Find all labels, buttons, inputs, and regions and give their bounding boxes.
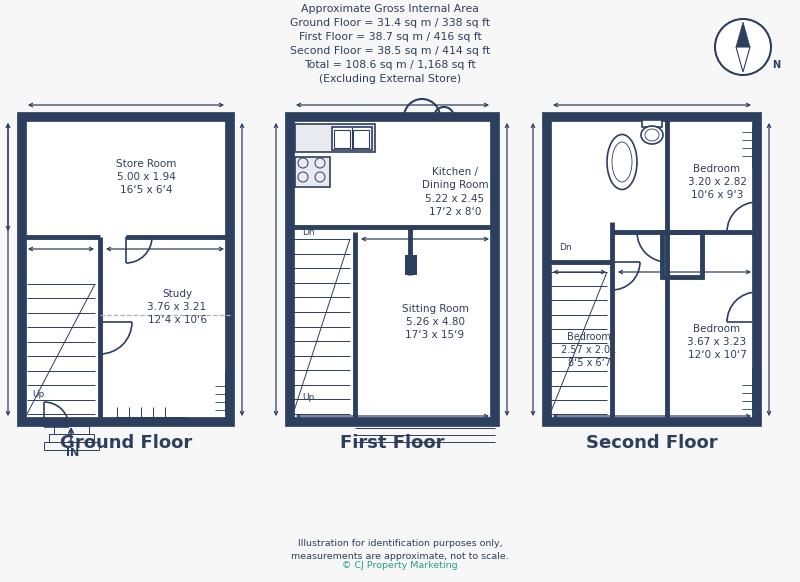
Circle shape xyxy=(315,172,325,182)
Bar xyxy=(662,232,702,277)
Text: Dn: Dn xyxy=(559,243,572,252)
Text: Study
3.76 x 3.21
12‘4 x 10‘6: Study 3.76 x 3.21 12‘4 x 10‘6 xyxy=(147,289,206,325)
Bar xyxy=(405,255,417,275)
Polygon shape xyxy=(736,22,750,47)
Bar xyxy=(332,127,372,150)
Circle shape xyxy=(298,158,308,168)
Bar xyxy=(353,130,369,148)
Bar xyxy=(547,117,757,422)
Circle shape xyxy=(298,172,308,182)
Text: First Floor: First Floor xyxy=(340,434,444,452)
Text: Bedroom
3.67 x 3.23
12‘0 x 10‘7: Bedroom 3.67 x 3.23 12‘0 x 10‘7 xyxy=(687,324,746,360)
Text: Sitting Room
5.26 x 4.80
17‘3 x 15‘9: Sitting Room 5.26 x 4.80 17‘3 x 15‘9 xyxy=(402,304,469,340)
Ellipse shape xyxy=(612,142,632,182)
Text: © CJ Property Marketing: © CJ Property Marketing xyxy=(342,562,458,570)
Text: Store Room
5.00 x 1.94
16‘5 x 6‘4: Store Room 5.00 x 1.94 16‘5 x 6‘4 xyxy=(116,159,176,195)
Circle shape xyxy=(315,158,325,168)
Bar xyxy=(44,442,99,450)
Bar xyxy=(54,426,89,434)
Ellipse shape xyxy=(645,129,659,141)
Bar xyxy=(295,157,330,187)
Text: Up: Up xyxy=(32,390,44,399)
Bar xyxy=(334,130,350,148)
Bar xyxy=(642,120,662,127)
Text: N: N xyxy=(772,60,780,70)
Text: Ground Floor: Ground Floor xyxy=(60,434,192,452)
Text: Illustration for identification purposes only,
measurements are approximate, not: Illustration for identification purposes… xyxy=(291,540,509,560)
Bar xyxy=(295,124,375,152)
Text: Up: Up xyxy=(302,393,314,402)
Text: Approximate Gross Internal Area
Ground Floor = 31.4 sq m / 338 sq ft
First Floor: Approximate Gross Internal Area Ground F… xyxy=(290,4,490,84)
Text: Kitchen /
Dining Room
5.22 x 2.45
17‘2 x 8‘0: Kitchen / Dining Room 5.22 x 2.45 17‘2 x… xyxy=(422,167,488,217)
Bar xyxy=(49,434,94,442)
Polygon shape xyxy=(736,47,750,72)
Text: Bedroom
2.57 x 2.01
8‘5 x 6‘7: Bedroom 2.57 x 2.01 8‘5 x 6‘7 xyxy=(562,332,617,368)
Circle shape xyxy=(715,19,771,75)
Ellipse shape xyxy=(607,134,637,190)
Text: Dn: Dn xyxy=(302,228,314,237)
Bar xyxy=(290,117,495,422)
Ellipse shape xyxy=(641,126,663,144)
Text: Bedroom
3.20 x 2.82
10‘6 x 9‘3: Bedroom 3.20 x 2.82 10‘6 x 9‘3 xyxy=(687,164,746,200)
Text: IN: IN xyxy=(66,448,80,458)
Text: Second Floor: Second Floor xyxy=(586,434,718,452)
Bar xyxy=(22,117,230,422)
